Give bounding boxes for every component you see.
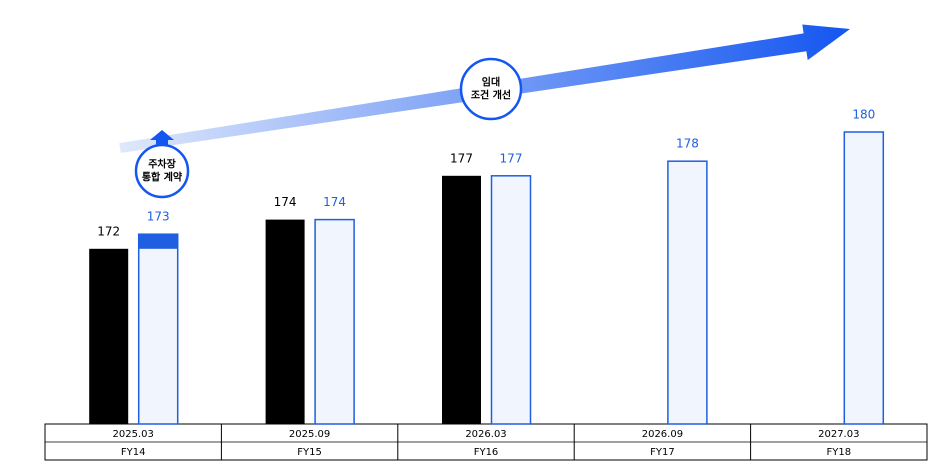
bar	[314, 218, 355, 425]
bar	[490, 175, 532, 425]
x-tick-label: 2026.03	[465, 429, 506, 440]
x-tick-sublabel: FY18	[827, 447, 852, 458]
x-tick-sublabel: FY14	[121, 447, 146, 458]
data-label: 177	[500, 151, 523, 165]
x-tick-sublabel: FY17	[650, 447, 675, 458]
annotation-circle	[459, 57, 523, 121]
data-label: 174	[323, 195, 346, 209]
annotation-text: 임대	[482, 76, 500, 89]
small-up-arrow	[150, 130, 174, 148]
x-tick-label: 2025.03	[113, 429, 154, 440]
annotation-text: 통합 계약	[142, 171, 183, 184]
x-tick-label: 2025.09	[289, 429, 330, 440]
data-label: 174	[274, 195, 297, 209]
bar	[442, 175, 481, 424]
bar	[667, 160, 708, 425]
data-label: 173	[147, 210, 170, 224]
data-label: 178	[676, 137, 699, 151]
bar	[89, 248, 129, 424]
bar	[843, 131, 885, 425]
annotation-circle	[134, 143, 190, 199]
data-label: 172	[97, 224, 120, 238]
annotation-text: 주차장	[148, 158, 176, 171]
x-tick-label: 2026.09	[642, 429, 683, 440]
bar	[265, 219, 305, 424]
data-label: 177	[450, 151, 473, 165]
annotation-text: 조건 개선	[471, 89, 511, 102]
x-tick-sublabel: FY16	[474, 447, 499, 458]
x-tick-sublabel: FY15	[297, 447, 322, 458]
data-label: 180	[852, 108, 875, 122]
bar-increment	[138, 234, 178, 249]
x-tick-label: 2027.03	[818, 429, 859, 440]
bar	[137, 233, 179, 425]
